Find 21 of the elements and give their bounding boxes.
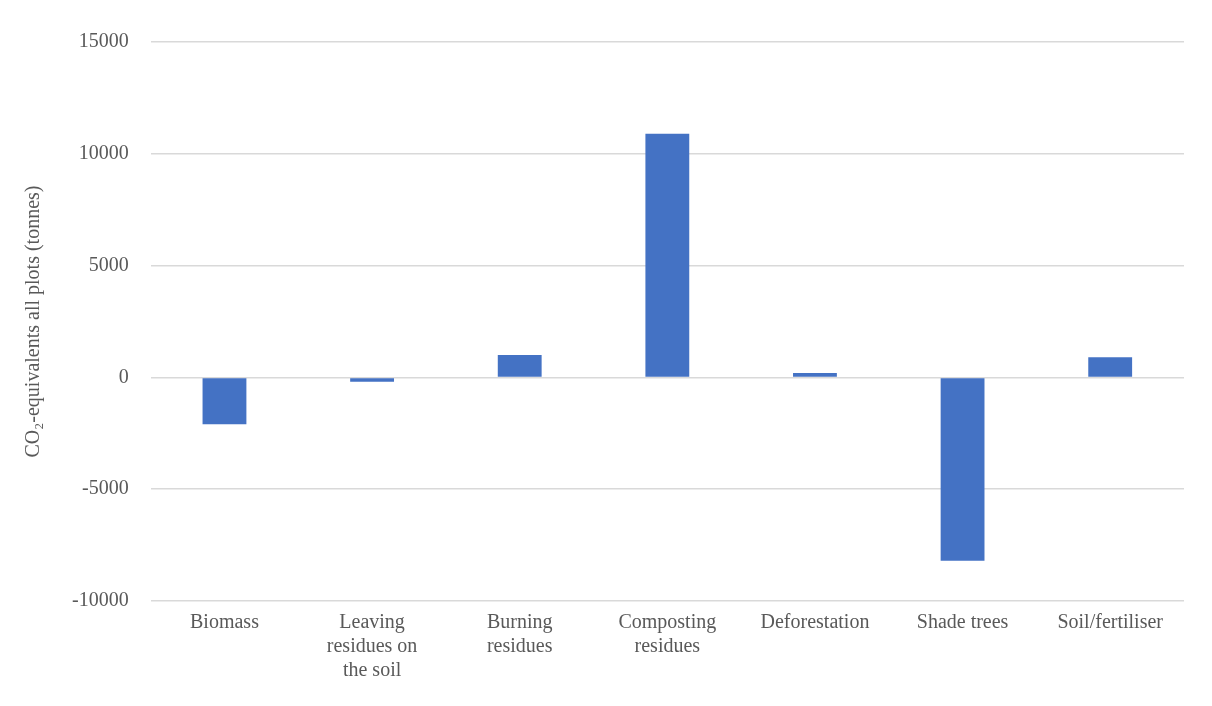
bar bbox=[940, 378, 985, 561]
bar bbox=[1088, 357, 1133, 377]
y-axis-title: CO₂-equivalents all plots (tonnes) bbox=[21, 185, 45, 458]
x-tick-label: Soil/fertiliser bbox=[1057, 610, 1164, 633]
bar bbox=[202, 378, 247, 425]
bar bbox=[497, 355, 542, 377]
x-tick-label: Biomass bbox=[190, 610, 260, 633]
x-tick-label: Shade trees bbox=[916, 610, 1009, 633]
x-tick-label: Deforestation bbox=[760, 610, 870, 633]
bar bbox=[350, 378, 395, 382]
bar bbox=[793, 372, 837, 377]
bar bbox=[645, 133, 690, 377]
y-tick-label: 15000 bbox=[78, 29, 129, 52]
x-tick-label: Leaving residues on the soil bbox=[326, 610, 418, 681]
x-tick-label: Burning residues bbox=[486, 610, 553, 657]
y-tick-label: -10000 bbox=[71, 588, 129, 611]
x-tick-label: Composting residues bbox=[618, 610, 717, 657]
y-tick-label: 0 bbox=[118, 364, 129, 387]
y-tick-label: 5000 bbox=[88, 252, 129, 275]
y-tick-label: 10000 bbox=[78, 141, 129, 164]
y-tick-label: -5000 bbox=[81, 476, 129, 499]
